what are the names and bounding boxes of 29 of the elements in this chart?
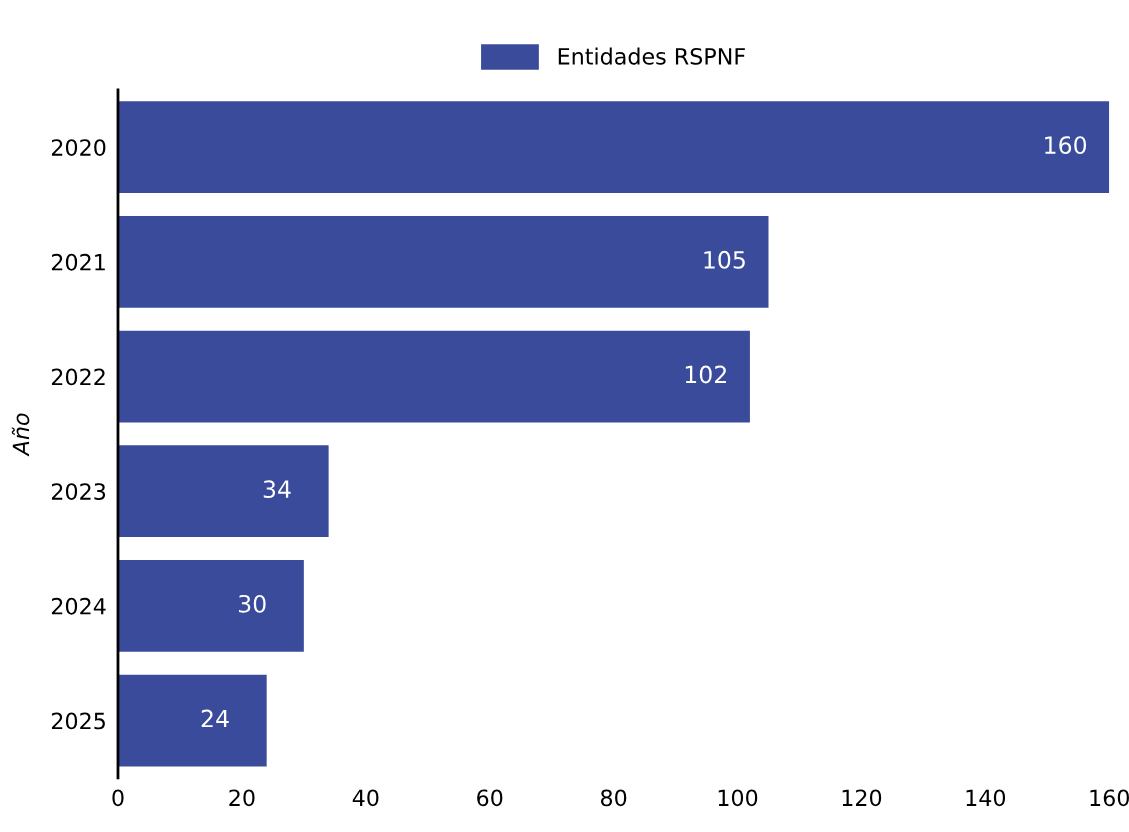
y-tick-label: 2023 xyxy=(51,483,106,500)
bar xyxy=(117,330,750,423)
bar xyxy=(117,560,304,652)
y-tick-label: 2021 xyxy=(51,253,105,271)
bar xyxy=(117,101,1110,194)
bar xyxy=(117,445,329,538)
y-tick-label: 2025 xyxy=(51,712,105,730)
y-tick-label: 2022 xyxy=(51,368,105,386)
data-label: 105 xyxy=(704,250,745,269)
x-tick-label: 20 xyxy=(229,789,255,807)
x-tick-label: 40 xyxy=(352,789,379,807)
x-tick-label: 140 xyxy=(966,789,1006,807)
x-tick-label: 0 xyxy=(112,789,124,807)
data-label: 24 xyxy=(201,709,229,728)
x-tick-label: 120 xyxy=(842,789,882,807)
x-tick-label: 80 xyxy=(600,789,627,807)
bar xyxy=(117,216,769,308)
data-label: 102 xyxy=(685,365,726,384)
legend-label: Entidades RSPNF xyxy=(558,47,745,65)
x-tick-label: 160 xyxy=(1090,789,1129,807)
y-axis-title: Año xyxy=(11,413,30,457)
x-tick-label: 60 xyxy=(477,789,503,807)
data-label: 34 xyxy=(263,480,291,499)
data-label: 30 xyxy=(238,594,266,613)
data-label: 160 xyxy=(1045,136,1087,155)
x-tick-label: 100 xyxy=(718,789,758,807)
bar xyxy=(117,674,267,767)
y-tick-label: 2024 xyxy=(51,597,106,615)
y-tick-label: 2020 xyxy=(51,139,106,156)
